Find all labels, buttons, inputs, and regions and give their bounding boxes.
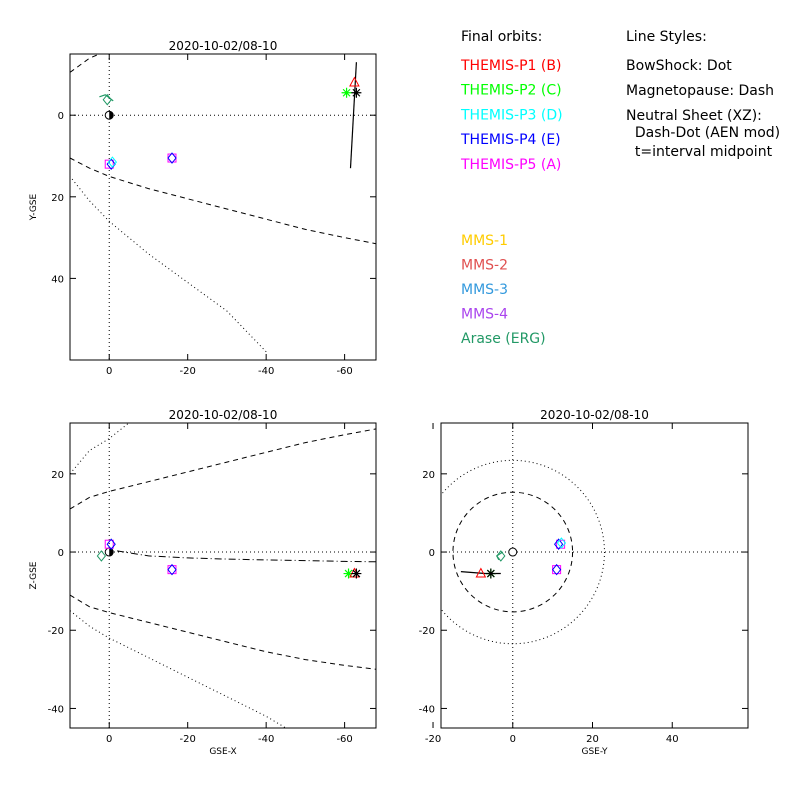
legend-mission-item: MMS-1 bbox=[461, 233, 508, 249]
legend-style-item: BowShock: Dot bbox=[626, 58, 732, 74]
plot-title: 2020-10-02/08-10 bbox=[169, 408, 278, 422]
plot-panel-3: -20 0 20 40 -40 -20 0 20 2020-10-02/08-10 GSE-Y bbox=[419, 408, 749, 757]
marker-diamond bbox=[106, 538, 116, 551]
plot-title: 2020-10-02/08-10 bbox=[540, 408, 649, 422]
earth-symbol bbox=[508, 547, 518, 557]
marker-asterisk bbox=[351, 87, 362, 98]
plot-frame bbox=[440, 422, 749, 729]
y-tick-label: -40 bbox=[48, 704, 64, 715]
magnetopause-lower-curve bbox=[70, 157, 376, 245]
marker-diamond bbox=[551, 563, 562, 576]
y-tick-label: 0 bbox=[58, 111, 64, 122]
y-tick-label: 20 bbox=[422, 470, 435, 481]
magnetopause-circle bbox=[452, 491, 574, 613]
x-tick-label: 0 bbox=[106, 366, 112, 377]
y-tick-label: -20 bbox=[48, 626, 64, 637]
plot-area bbox=[70, 423, 376, 728]
marker-diamond bbox=[107, 156, 118, 168]
plot-frame bbox=[69, 422, 377, 729]
x-tick-label: 40 bbox=[666, 734, 679, 745]
legend-orbit-item: THEMIS-P4 (E) bbox=[460, 132, 561, 148]
marker-diamond bbox=[96, 550, 107, 562]
y-axis-label: Y-GSE bbox=[29, 194, 39, 222]
y-tick-label: 40 bbox=[51, 274, 64, 285]
legend-mission-item: MMS-2 bbox=[461, 258, 508, 274]
x-tick-label: -20 bbox=[180, 366, 196, 377]
x-tick-label: -60 bbox=[336, 734, 352, 745]
legend-orbit-item: THEMIS-P2 (C) bbox=[460, 83, 562, 99]
legend-mission-item: MMS-3 bbox=[461, 282, 508, 298]
x-tick-label: 0 bbox=[510, 734, 516, 745]
neutral-sheet-curve bbox=[117, 550, 376, 563]
x-axis-label: GSE-Y bbox=[581, 747, 608, 757]
marker-triangle bbox=[349, 76, 360, 87]
bowshock-curve bbox=[70, 176, 267, 353]
magnetopause-lower-curve bbox=[70, 594, 376, 670]
bowshock-lower-curve bbox=[70, 610, 287, 728]
x-tick-label: -40 bbox=[258, 734, 274, 745]
legend-style-item: t=interval midpoint bbox=[626, 144, 773, 160]
marker-diamond bbox=[556, 537, 567, 549]
marker-diamond bbox=[167, 563, 177, 576]
plot-panel-1: 0 -20 -40 -60 0 20 40 2020-10-02/08-10 Y-GSE bbox=[29, 39, 377, 377]
legend-style-item: Magnetopause: Dash bbox=[626, 83, 774, 99]
earth-night-side bbox=[109, 111, 114, 120]
y-tick-label: -20 bbox=[419, 626, 435, 637]
marker-diamond bbox=[496, 550, 506, 562]
marker-square bbox=[104, 539, 114, 549]
marker-asterisk bbox=[343, 568, 354, 579]
marker-diamond bbox=[102, 93, 112, 106]
x-tick-label: -20 bbox=[180, 734, 196, 745]
marker-square bbox=[167, 153, 177, 163]
plot-panel-2: 0 -20 -40 -60 -40 -20 0 20 2020-10-02/08-10 GSE-X… bbox=[29, 408, 377, 757]
x-tick-label: -40 bbox=[258, 366, 274, 377]
legend-styles-title: Line Styles: bbox=[626, 29, 707, 45]
x-tick-label: 20 bbox=[586, 734, 599, 745]
marker-diamond bbox=[553, 538, 564, 551]
marker-asterisk bbox=[351, 568, 362, 579]
bowshock-circle bbox=[441, 459, 605, 645]
orbit-track bbox=[349, 62, 357, 169]
legend-orbit-item: THEMIS-P5 (A) bbox=[460, 157, 561, 173]
plot-area bbox=[441, 423, 748, 728]
x-tick-label: -60 bbox=[336, 366, 352, 377]
legend: Final orbits: THEMIS-P1 (B) THEMIS-P2 (C) T… bbox=[460, 29, 780, 347]
legend-style-item: Neutral Sheet (XZ): bbox=[626, 108, 762, 124]
marker-square bbox=[552, 565, 562, 575]
plot-frame bbox=[69, 53, 377, 361]
y-tick-label: 0 bbox=[58, 548, 64, 559]
marker-asterisk bbox=[485, 568, 496, 579]
x-axis-label: GSE-X bbox=[209, 747, 236, 757]
bowshock-upper-curve bbox=[70, 423, 130, 475]
marker-square bbox=[104, 159, 114, 169]
x-tick-label: -20 bbox=[425, 734, 441, 745]
legend-orbit-item: THEMIS-P1 (B) bbox=[460, 58, 561, 74]
y-tick-label: 20 bbox=[51, 193, 64, 204]
magnetopause-upper-curve bbox=[70, 428, 376, 510]
y-tick-label: -40 bbox=[419, 704, 435, 715]
orbit-track bbox=[496, 551, 504, 561]
marker-square bbox=[167, 565, 177, 575]
marker-asterisk bbox=[341, 87, 352, 98]
legend-mission-item: MMS-4 bbox=[461, 307, 508, 323]
y-tick-label: 0 bbox=[429, 548, 435, 559]
earth-night-side bbox=[109, 548, 114, 557]
plot-title: 2020-10-02/08-10 bbox=[169, 39, 278, 53]
y-tick-label: 20 bbox=[51, 470, 64, 481]
legend-orbits-title: Final orbits: bbox=[461, 29, 542, 45]
legend-mission-item: Arase (ERG) bbox=[461, 331, 546, 347]
legend-style-item: Dash-Dot (AEN mod) bbox=[626, 125, 780, 141]
marker-diamond bbox=[167, 152, 177, 164]
magnetopause-upper-curve bbox=[70, 54, 101, 73]
x-tick-label: 0 bbox=[106, 734, 112, 745]
plot-area bbox=[70, 54, 376, 360]
marker-triangle bbox=[475, 567, 487, 578]
legend-orbit-item: THEMIS-P3 (D) bbox=[460, 107, 563, 123]
y-axis-label: Z-GSE bbox=[29, 561, 39, 589]
